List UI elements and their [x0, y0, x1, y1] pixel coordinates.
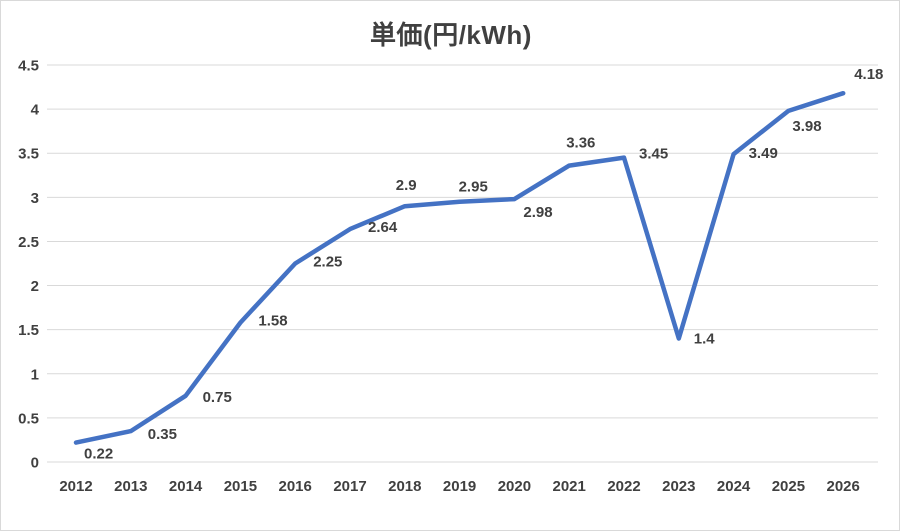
- data-point-label: 1.4: [694, 330, 716, 347]
- data-point-label: 2.9: [396, 177, 417, 194]
- x-axis-label: 2019: [443, 478, 476, 495]
- y-axis-tick-label: 2: [31, 278, 39, 295]
- x-axis-label: 2018: [388, 478, 421, 495]
- x-axis-label: 2016: [279, 478, 312, 495]
- data-point-label: 3.36: [566, 135, 595, 152]
- y-axis-tick-label: 1: [31, 366, 39, 383]
- data-point-label: 0.35: [148, 426, 177, 443]
- x-axis-label: 2022: [607, 478, 640, 495]
- data-point-label: 2.95: [459, 179, 488, 196]
- x-axis-label: 2024: [717, 478, 751, 495]
- price-series-line: [73, 90, 846, 445]
- data-point-label: 4.18: [854, 66, 883, 83]
- x-axis-label: 2023: [662, 478, 695, 495]
- data-point-label: 3.98: [792, 118, 821, 135]
- x-axis-label: 2021: [553, 478, 586, 495]
- x-axis-label: 2015: [224, 478, 257, 495]
- y-axis-tick-label: 1.5: [18, 322, 39, 339]
- data-point-label: 0.75: [203, 389, 232, 406]
- y-axis-tick-label: 0.5: [18, 410, 39, 427]
- y-axis-tick-label: 3.5: [18, 146, 39, 163]
- y-axis-tick-label: 0: [31, 455, 39, 472]
- x-axis-label: 2013: [114, 478, 147, 495]
- data-point-label: 3.49: [749, 145, 778, 162]
- x-axis-label: 2026: [827, 478, 860, 495]
- data-point-label: 2.64: [368, 219, 398, 236]
- x-axis-label: 2014: [169, 478, 203, 495]
- x-axis-label: 2017: [333, 478, 366, 495]
- y-axis-tick-label: 3: [31, 190, 39, 207]
- data-point-label: 3.45: [639, 146, 668, 163]
- y-axis-tick-label: 4.5: [18, 58, 39, 75]
- x-axis-label: 2012: [59, 478, 92, 495]
- data-point-label: 2.98: [523, 204, 552, 221]
- y-axis-tick-label: 4: [31, 102, 40, 119]
- x-axis-label: 2020: [498, 478, 531, 495]
- data-point-label: 1.58: [258, 313, 287, 330]
- data-point-label: 0.22: [84, 446, 113, 463]
- x-axis-label: 2025: [772, 478, 805, 495]
- y-axis-tick-label: 2.5: [18, 234, 39, 251]
- data-point-label: 2.25: [313, 254, 342, 271]
